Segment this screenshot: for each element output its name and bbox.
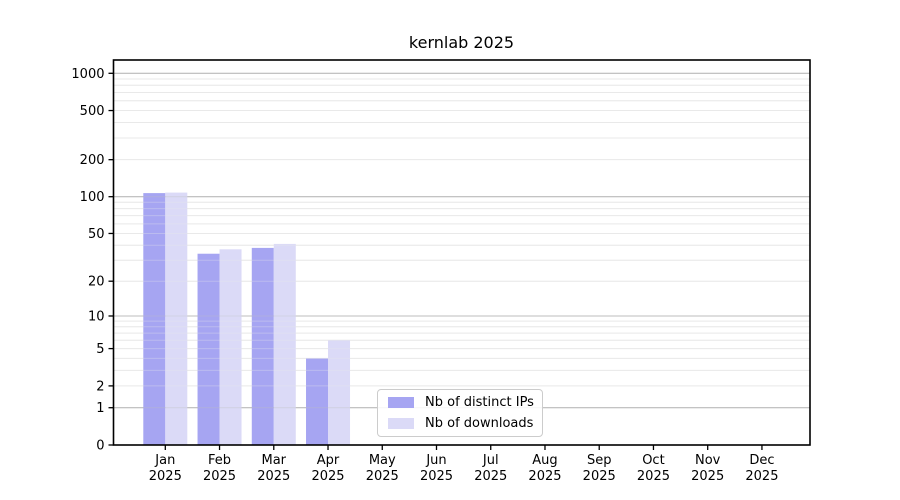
y-tick-label: 10 [88, 309, 105, 324]
x-tick-label-year: 2025 [366, 469, 399, 484]
distinct-ips-swatch [388, 397, 414, 409]
bar-mar-downloads [273, 243, 296, 445]
x-tick-label-month: Jan [154, 453, 175, 468]
plot-border [112, 59, 811, 446]
x-tick-label-year: 2025 [528, 469, 561, 484]
y-tick-label: 1000 [71, 67, 104, 82]
x-tick-label-month: Oct [642, 453, 664, 468]
gridlines-over [113, 72, 810, 409]
x-tick-label-year: 2025 [149, 469, 182, 484]
legend-label-downloads: Nb of downloads [425, 415, 534, 431]
y-tick-label: 50 [88, 227, 105, 242]
legend-item-distinct-ips: Nb of distinct IPs [378, 395, 542, 410]
chart-title: kernlab 2025 [408, 33, 515, 52]
y-tick-label: 2 [96, 379, 104, 394]
x-tick-label-year: 2025 [311, 469, 344, 484]
downloads-swatch [388, 417, 414, 429]
bar-feb-ips [197, 253, 220, 445]
x-tick-label-month: Aug [532, 453, 557, 468]
legend-item-downloads: Nb of downloads [378, 416, 542, 431]
y-tick-label: 200 [80, 153, 105, 168]
bar-jan-ips [143, 193, 166, 445]
x-axis: Jan2025Feb2025Mar2025Apr2025May2025Jun20… [149, 445, 778, 484]
x-tick-label-year: 2025 [203, 469, 236, 484]
x-tick-label-month: Sep [587, 453, 612, 468]
bar-feb-downloads [219, 249, 242, 445]
x-tick-label-month: Nov [695, 453, 721, 468]
x-tick-label-month: Jun [425, 453, 446, 468]
y-tick-label: 1 [96, 401, 104, 416]
bar-mar-ips [251, 247, 274, 445]
y-tick-label: 100 [80, 190, 105, 205]
x-tick-label-month: Jul [482, 453, 499, 468]
y-tick-label: 5 [96, 342, 104, 357]
bar-jan-downloads [165, 192, 188, 445]
x-tick-label-year: 2025 [420, 469, 453, 484]
x-tick-label-year: 2025 [474, 469, 507, 484]
y-tick-label: 500 [80, 104, 105, 119]
y-tick-label: 20 [88, 275, 105, 290]
x-tick-label-month: Feb [208, 453, 231, 468]
bar-apr-ips [306, 358, 329, 445]
x-tick-label-month: Apr [317, 453, 340, 468]
x-tick-label-year: 2025 [583, 469, 616, 484]
legend: Nb of distinct IPs Nb of downloads [377, 389, 543, 437]
bar-apr-downloads [328, 340, 351, 445]
bars [143, 192, 351, 445]
y-tick-label: 0 [96, 439, 104, 454]
x-tick-label-year: 2025 [691, 469, 724, 484]
x-tick-label-year: 2025 [637, 469, 670, 484]
legend-label-distinct-ips: Nb of distinct IPs [425, 395, 534, 411]
x-tick-label-month: Dec [749, 453, 774, 468]
x-tick-label-year: 2025 [257, 469, 290, 484]
x-tick-label-month: Mar [262, 453, 287, 468]
y-axis: 0 1 2 5 10 20 50 100 200 500 1000 [71, 67, 114, 454]
x-tick-label-year: 2025 [745, 469, 778, 484]
x-tick-label-month: May [369, 453, 396, 468]
